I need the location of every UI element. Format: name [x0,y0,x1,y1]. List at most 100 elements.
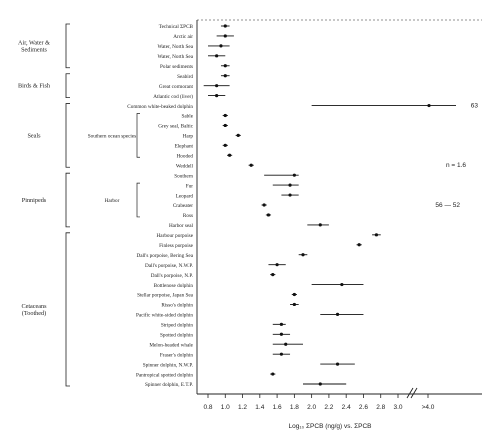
x-tick-label: 2.0 [307,404,316,411]
data-row: Southern [174,173,299,179]
point-estimate [301,253,305,257]
point-estimate [271,273,275,277]
point-estimate [223,64,227,68]
row-label: Pacific white-sided dolphin [136,312,193,319]
point-estimate [223,74,227,78]
data-row: Grey seal, Baltic [158,124,228,130]
row-label: Weddell [176,163,194,169]
point-estimate [427,103,431,108]
data-row: Striped dolphin [161,323,286,329]
row-label: Melon-headed whale [149,342,193,348]
group-bracket: Air, Water & Sediments [18,23,70,69]
row-label: Water, North Sea [157,44,193,50]
point-estimate [318,223,322,227]
data-row: Great cormorant [159,84,230,90]
data-row: Dall's porpoise, Bering Sea [136,253,308,259]
point-estimate [236,133,240,137]
data-row: Technical ΣPCB [159,24,230,30]
data-row: Pacific white-sided dolphin [136,312,364,319]
row-label: Spinner dolphin, N.W.P. [143,362,193,368]
row-label: Dall's porpoise, N.P. [151,273,193,279]
row-label: Common white-beaked dolphin [127,104,193,110]
row-label: Polar sediments [160,64,193,70]
data-row: Ross [183,213,272,219]
data-row: Hooded [177,153,233,159]
data-row: Polar sediments [160,64,230,70]
x-tick-label: 1.0 [221,404,230,411]
point-estimate [215,84,219,88]
row-label: Pantropical spotted dolphin [136,372,193,378]
row-label: Striped dolphin [161,323,194,329]
x-tick-label: 1.8 [290,404,299,411]
x-tick-label: >4.0 [422,404,435,411]
x-tick-label: 2.6 [359,404,368,411]
point-estimate [223,24,227,28]
data-row: Weddell [176,163,254,169]
x-tick-label: 1.4 [255,404,264,411]
data-row: Dall's porpoise, N.P. [151,273,276,279]
x-tick-label: 2.8 [376,404,385,411]
point-estimate [279,322,284,326]
data-row: Harbor seal [169,223,329,229]
data-row: Stellar porpoise, Japan Sea [137,293,297,299]
data-row: Spinner dolphin, E.T.P. [145,382,347,388]
data-row: Harbour porpoise [157,233,381,239]
point-estimate [223,143,227,147]
point-estimate [340,282,344,287]
data-row: Spotted dolphin [160,332,291,338]
data-row: Elephant [175,144,228,150]
row-label: Spotted dolphin [160,332,193,338]
point-estimate [266,213,271,217]
x-tick-label: 2.2 [324,404,333,411]
group-label: Cetaceans (Toothed) [21,303,47,317]
point-estimate [284,342,288,346]
x-tick-label: 1.6 [273,404,282,411]
row-label: Stellar porpoise, Japan Sea [137,293,194,299]
group-label: Seals [27,132,41,139]
data-row: Finless porpoise [159,243,362,249]
row-label: Water, North Sea [157,54,193,60]
row-label: Technical ΣPCB [159,24,194,30]
point-estimate [335,312,340,316]
group-bracket: Birds & Fish [18,73,70,99]
subgroup-bracket: Southern ocean species [88,113,140,158]
data-row: Common white-beaked dolphin [127,104,456,110]
data-row: Arctic air [173,34,234,40]
point-estimate [335,362,340,366]
point-estimate [223,123,227,128]
data-row: Melon-headed whale [149,342,303,348]
point-estimate [223,113,227,118]
group-bracket: Pinnipeds [22,172,70,228]
row-label: Finless porpoise [159,243,194,249]
row-label: Leopard [176,193,194,199]
group-label: Air, Water & Sediments [18,39,50,53]
point-estimate [227,153,232,157]
row-label: Bottlenose dolphin [154,283,194,289]
data-row: Leopard [176,193,299,199]
row-label: Harp [183,134,194,140]
row-label: Southern [174,173,193,179]
point-estimate [215,54,219,58]
subgroup-label: Southern ocean species [88,133,136,139]
point-estimate [271,372,275,376]
point-estimate [374,233,379,237]
row-label: Atlantic cod (liver) [153,93,193,100]
row-label: Fur [186,183,193,189]
data-row: Risso's dolphin [161,303,299,309]
row-label: Great cormorant [159,84,194,90]
point-estimate [219,44,223,48]
point-estimate [223,34,227,38]
row-label: Elephant [175,144,194,150]
row-label: Hooded [177,153,194,159]
subgroup-bracket: Harbor [105,182,140,218]
group-label: Birds & Fish [18,83,51,90]
point-estimate [275,263,279,267]
data-row: Spinner dolphin, N.W.P. [143,362,355,368]
x-axis-title: Log₁₀ ΣPCB (ng/g) vs. ΣPCB [288,423,371,430]
x-tick-label: 2.4 [342,404,351,411]
row-label: Ross [183,213,193,219]
annotation-label: n = 1.6 [446,162,466,169]
data-row: Harp [183,134,241,140]
data-row: Crabeater [173,203,267,209]
